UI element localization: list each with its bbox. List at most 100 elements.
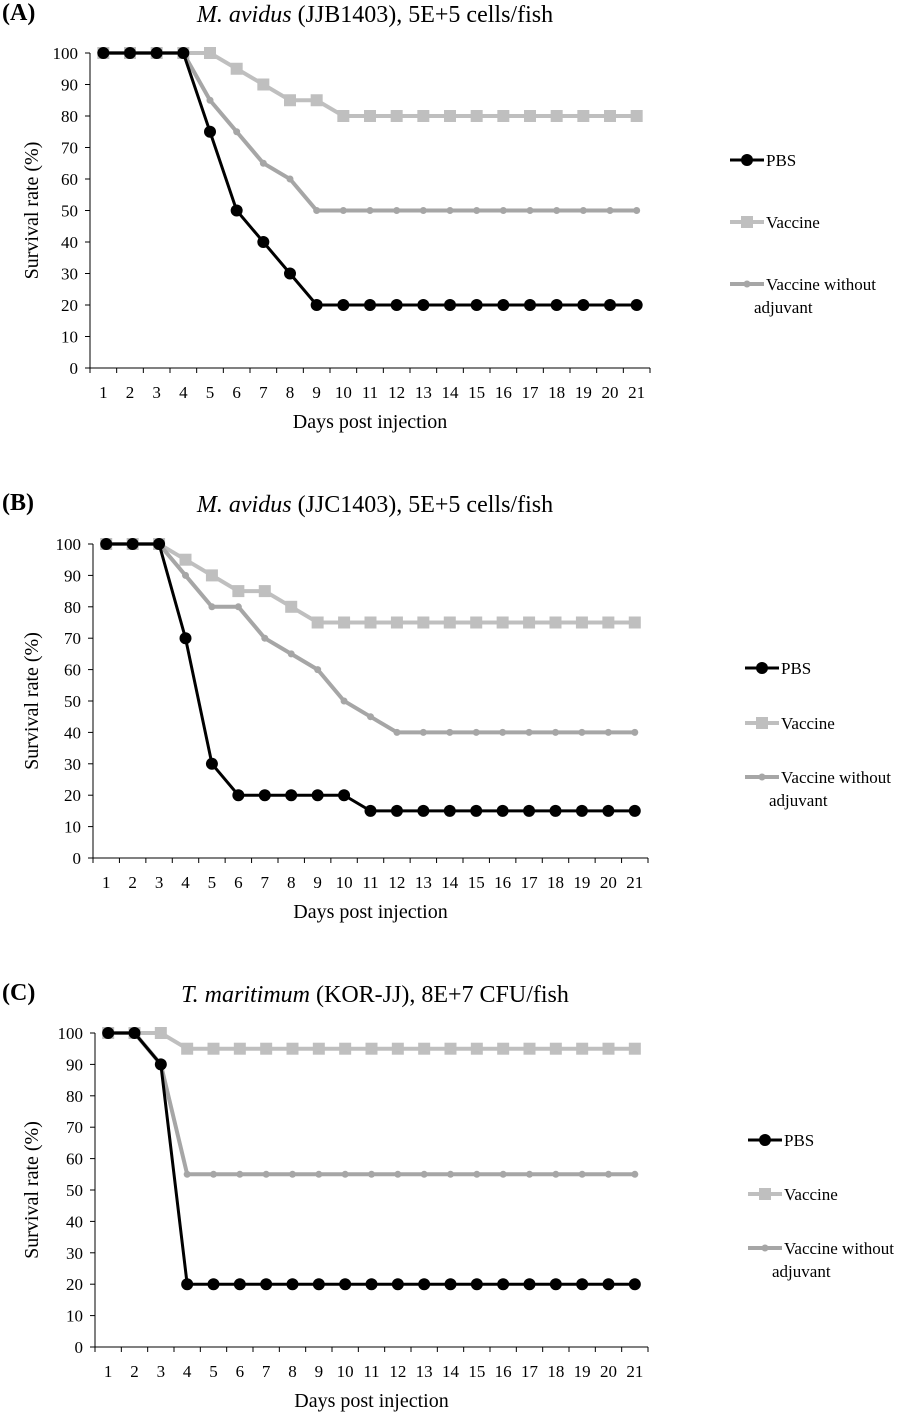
- data-point: [258, 585, 271, 598]
- data-point: [417, 616, 430, 629]
- x-tick-label: 10: [337, 1362, 354, 1381]
- data-point: [207, 1278, 220, 1291]
- data-point: [418, 1042, 431, 1055]
- x-tick-label: 8: [286, 383, 295, 402]
- data-point: [179, 553, 192, 566]
- x-tick-label: 15: [468, 1362, 485, 1381]
- x-tick-label: 4: [179, 383, 188, 402]
- y-tick-label: 60: [66, 1150, 83, 1169]
- data-point: [446, 728, 454, 736]
- data-point: [576, 1278, 589, 1291]
- data-point: [364, 616, 377, 629]
- data-point: [550, 299, 563, 311]
- data-point: [526, 207, 534, 214]
- data-point: [286, 175, 294, 183]
- data-point: [444, 1278, 457, 1291]
- panel-label: (C): [2, 980, 36, 1006]
- data-point: [310, 299, 323, 311]
- y-axis-title: Survival rate (%): [21, 1121, 43, 1259]
- data-point: [499, 728, 507, 736]
- data-point: [628, 804, 641, 817]
- y-tick-label: 30: [64, 755, 81, 774]
- data-point: [631, 728, 639, 736]
- data-point: [578, 728, 586, 736]
- data-point: [154, 1058, 167, 1071]
- data-point: [523, 1278, 536, 1291]
- data-point: [499, 1170, 507, 1178]
- x-tick-label: 19: [574, 1362, 591, 1381]
- data-point: [233, 1042, 246, 1055]
- data-point: [602, 804, 615, 817]
- data-point: [602, 1042, 615, 1055]
- x-tick-label: 8: [287, 873, 296, 892]
- x-tick-label: 1: [102, 873, 111, 892]
- data-point: [525, 728, 533, 736]
- x-tick-label: 20: [600, 873, 617, 892]
- x-tick-label: 16: [495, 1362, 512, 1381]
- x-tick-label: 13: [415, 873, 432, 892]
- data-point: [496, 804, 509, 817]
- data-point: [605, 1170, 612, 1178]
- legend-label: Vaccine: [781, 714, 835, 733]
- x-tick-label: 18: [548, 383, 565, 402]
- data-point: [577, 299, 590, 311]
- data-point: [526, 1170, 533, 1178]
- data-point: [260, 1278, 273, 1291]
- data-point: [236, 1170, 244, 1178]
- x-axis-title: Days post injection: [293, 411, 447, 433]
- y-tick-label: 60: [64, 661, 81, 680]
- data-point: [312, 1042, 325, 1055]
- data-point: [499, 207, 507, 214]
- data-point: [417, 299, 430, 311]
- data-point: [366, 207, 374, 214]
- data-point: [337, 299, 350, 311]
- data-point: [470, 616, 483, 629]
- data-point: [575, 804, 588, 817]
- data-point: [420, 1170, 428, 1178]
- data-point: [628, 1278, 641, 1291]
- x-tick-label: 15: [468, 873, 485, 892]
- data-point: [153, 538, 166, 550]
- data-point: [444, 110, 456, 122]
- data-point: [577, 110, 590, 122]
- y-tick-label: 0: [73, 849, 82, 868]
- data-point: [181, 1278, 194, 1291]
- legend-label: Vaccine without: [784, 1239, 894, 1258]
- chart-title-organism: M. avidus: [196, 2, 292, 28]
- x-axis-title: Days post injection: [294, 1390, 448, 1412]
- y-tick-label: 10: [66, 1307, 83, 1326]
- data-point: [419, 207, 427, 214]
- x-tick-label: 20: [602, 383, 619, 402]
- y-tick-label: 50: [66, 1181, 83, 1200]
- series-line-pbs: [106, 542, 635, 813]
- data-point: [393, 207, 401, 214]
- x-tick-label: 13: [415, 383, 432, 402]
- data-point: [523, 616, 536, 629]
- y-tick-label: 30: [61, 265, 78, 284]
- x-tick-label: 9: [313, 873, 322, 892]
- data-point: [150, 47, 163, 59]
- chart-title-rest: (KOR-JJ), 8E+7 CFU/fish: [316, 982, 569, 1008]
- data-point: [284, 94, 296, 107]
- data-point: [579, 207, 587, 214]
- chart-title: T. maritimum (KOR-JJ), 8E+7 CFU/fish: [100, 982, 650, 1009]
- data-point: [443, 804, 456, 817]
- y-tick-label: 90: [61, 76, 78, 95]
- data-point: [602, 616, 615, 629]
- data-point: [630, 110, 643, 122]
- x-tick-label: 12: [389, 1362, 406, 1381]
- data-point: [390, 299, 403, 311]
- legend-label-cont: adjuvant: [754, 298, 813, 317]
- x-tick-label: 15: [468, 383, 485, 402]
- data-point: [604, 110, 616, 122]
- data-point: [341, 1170, 349, 1178]
- data-point: [182, 571, 189, 579]
- data-point: [232, 585, 245, 598]
- x-tick-label: 4: [181, 873, 190, 892]
- data-point: [230, 204, 243, 217]
- x-tick-label: 5: [208, 873, 217, 892]
- y-tick-label: 50: [61, 202, 78, 221]
- x-tick-label: 18: [547, 873, 564, 892]
- chart-title: M. avidus (JJC1403), 5E+5 cells/fish: [100, 492, 650, 519]
